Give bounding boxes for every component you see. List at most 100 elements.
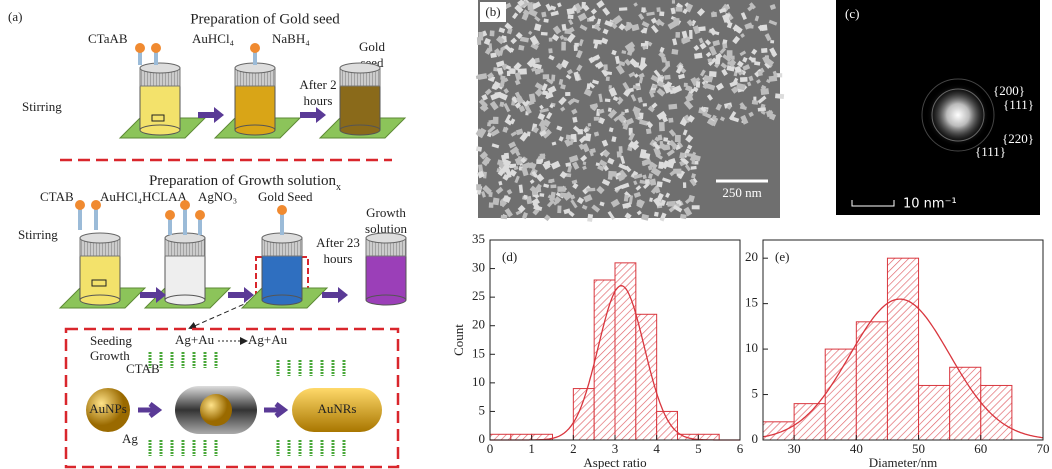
- panel-b: (b) 250 nm: [476, 0, 785, 222]
- label: Stirring: [18, 227, 58, 242]
- particle: [715, 55, 721, 64]
- particle: [624, 195, 629, 202]
- particle: [673, 169, 681, 174]
- particle: [563, 37, 567, 41]
- droplet: [135, 43, 145, 53]
- particle: [769, 75, 778, 81]
- diffraction-center: [926, 83, 990, 147]
- beaker-body: [235, 85, 275, 130]
- particle: [541, 12, 546, 18]
- y-tick-label: 30: [472, 260, 485, 275]
- arrow: [264, 404, 284, 416]
- x-axis-label: Aspect ratio: [583, 455, 646, 469]
- label: After 23: [316, 235, 360, 250]
- droplet: [180, 200, 190, 210]
- arrow: [138, 404, 158, 416]
- x-tick-label: 3: [612, 441, 619, 456]
- particle: [660, 141, 664, 148]
- bar: [511, 434, 532, 440]
- particle: [643, 103, 647, 107]
- label: AuNPs: [89, 401, 127, 416]
- bar: [615, 263, 636, 440]
- particle: [477, 37, 481, 45]
- bar: [657, 411, 678, 440]
- particle: [740, 77, 748, 82]
- panel-label: (a): [8, 9, 22, 24]
- particle: [672, 0, 675, 4]
- particle: [770, 40, 774, 43]
- x-tick-label: 4: [653, 441, 660, 456]
- reagent: CTaAB: [88, 31, 128, 46]
- particle: [539, 193, 544, 197]
- bar: [573, 389, 594, 440]
- x-tick-label: 1: [528, 441, 535, 456]
- droplet: [250, 43, 260, 53]
- title-text: Preparation of Growth solution: [149, 173, 337, 189]
- particle: [689, 30, 693, 39]
- particle: [761, 48, 767, 53]
- particle: [542, 91, 548, 96]
- particle: [691, 166, 697, 170]
- particle: [698, 26, 705, 31]
- beaker-body: [262, 255, 302, 300]
- particle: [543, 18, 548, 22]
- particle: [752, 100, 758, 105]
- reagent: AuHCl₄: [192, 31, 235, 46]
- bar: [763, 422, 794, 440]
- droplet: [91, 200, 101, 210]
- particle: [523, 195, 527, 199]
- beaker-bottom: [235, 125, 275, 135]
- y-tick-label: 15: [472, 345, 485, 360]
- panel-a: (a) Preparation of Gold seed CTaAB AuHCl…: [8, 9, 407, 467]
- particle: [561, 42, 566, 51]
- particle: [536, 159, 542, 164]
- beaker-rim: [140, 63, 180, 73]
- droplet: [277, 205, 287, 215]
- y-tick-label: 25: [472, 288, 485, 303]
- particle: [550, 184, 556, 188]
- particle: [588, 123, 592, 127]
- scale-label: 250 nm: [722, 185, 761, 200]
- arrow: [300, 107, 326, 123]
- particle: [557, 186, 565, 192]
- beaker-rim: [80, 233, 120, 243]
- particle: [583, 136, 587, 140]
- label: hours: [324, 251, 353, 266]
- x-tick-label: 60: [974, 441, 987, 456]
- particle: [646, 128, 652, 134]
- panel-label: (c): [845, 6, 859, 21]
- particle: [586, 188, 595, 192]
- y-tick-label: 20: [745, 249, 758, 264]
- particle: [605, 99, 611, 103]
- particle: [645, 179, 650, 184]
- label: AuNRs: [317, 401, 356, 416]
- particle: [675, 135, 681, 142]
- ring-label: {111}: [1003, 97, 1034, 112]
- label: Gold: [359, 39, 386, 54]
- particle: [659, 11, 664, 16]
- particle: [634, 62, 639, 68]
- particle: [568, 15, 574, 19]
- beaker-bottom: [262, 295, 302, 305]
- x-tick-label: 0: [487, 441, 494, 456]
- particle: [673, 18, 679, 25]
- particle: [527, 2, 533, 10]
- particle: [501, 215, 508, 219]
- particle: [722, 43, 727, 48]
- beaker-body: [80, 255, 120, 300]
- bar: [919, 385, 950, 440]
- seed: [200, 394, 232, 426]
- particle: [594, 117, 600, 121]
- label: Ag+Au: [175, 332, 215, 347]
- particle: [696, 81, 700, 88]
- label: Growth: [366, 205, 406, 220]
- y-tick-label: 10: [472, 374, 485, 389]
- y-tick-label: 20: [472, 317, 485, 332]
- particle: [758, 107, 766, 111]
- beaker-bottom: [340, 125, 380, 135]
- particle: [609, 85, 612, 89]
- particle: [510, 68, 516, 74]
- bar: [490, 434, 511, 440]
- particle: [668, 118, 673, 123]
- y-tick-label: 15: [745, 295, 758, 310]
